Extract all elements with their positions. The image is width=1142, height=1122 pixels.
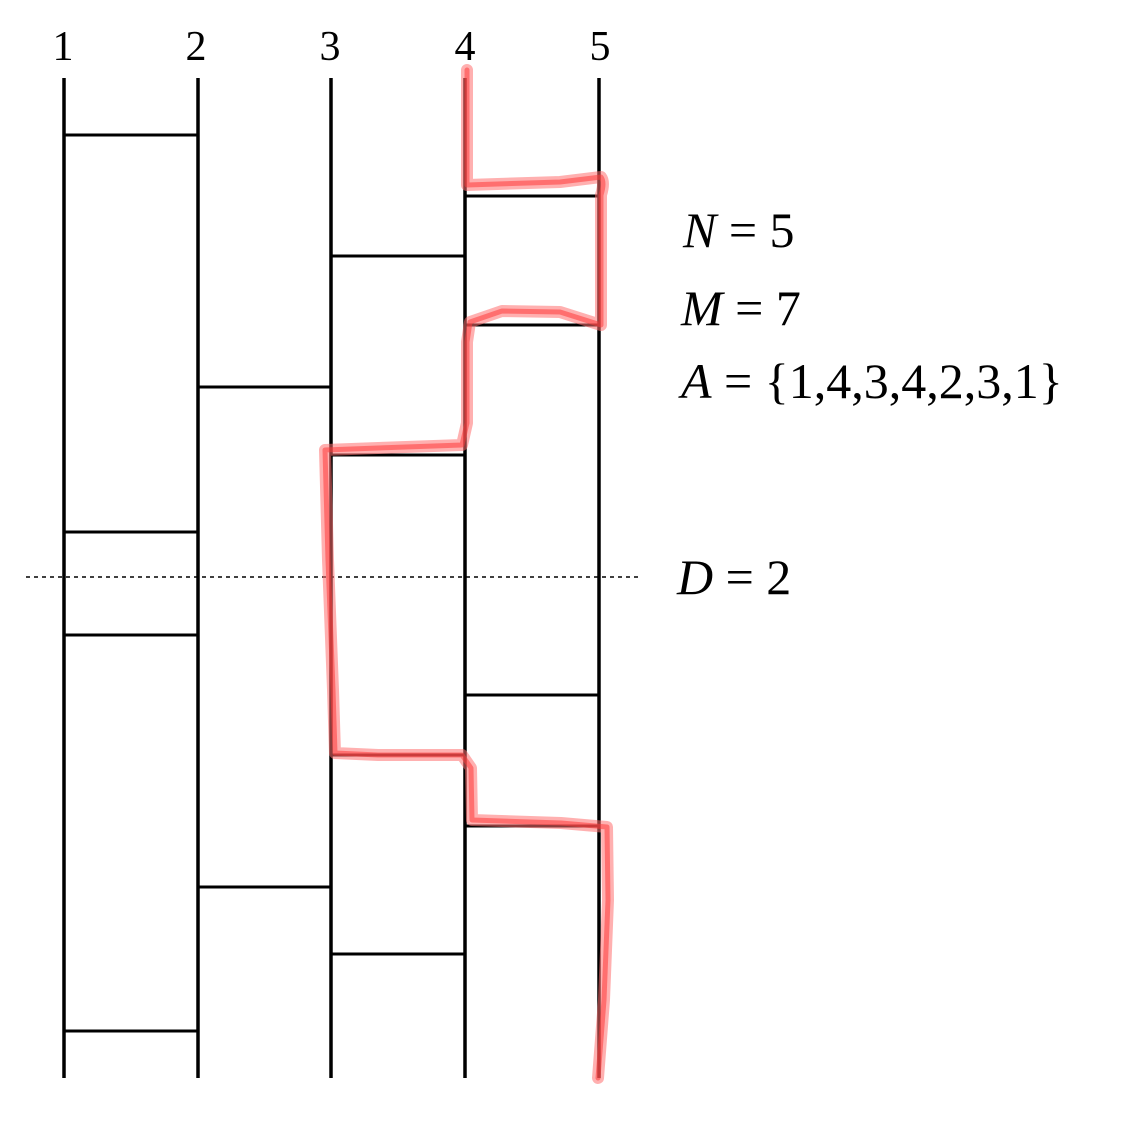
param-d-value: = 2: [713, 549, 791, 605]
column-label-1: 1: [53, 24, 74, 70]
column-label-2: 2: [186, 24, 207, 70]
param-m-var: M: [680, 280, 725, 336]
param-n: N = 5: [682, 202, 795, 258]
column-label-4: 4: [455, 24, 476, 70]
column-label-5: 5: [590, 24, 611, 70]
param-d-var: D: [676, 549, 713, 605]
param-n-var: N: [682, 202, 719, 258]
param-n-value: = 5: [716, 202, 794, 258]
column-labels: 1 2 3 4 5: [53, 24, 611, 70]
rungs: [64, 133, 599, 1033]
param-d: D = 2: [676, 549, 791, 605]
highlighted-path: [319, 64, 614, 1084]
parameters: N = 5 M = 7 A = {1,4,3,4,2,3,1} D = 2: [676, 202, 1063, 605]
param-a-value: = {1,4,3,4,2,3,1}: [712, 353, 1063, 409]
highlighted-path-core: [322, 67, 611, 1081]
param-a: A = {1,4,3,4,2,3,1}: [678, 353, 1063, 409]
param-a-var: A: [678, 353, 712, 409]
column-label-3: 3: [320, 24, 341, 70]
param-m-value: = 7: [723, 280, 801, 336]
param-m: M = 7: [680, 280, 801, 336]
